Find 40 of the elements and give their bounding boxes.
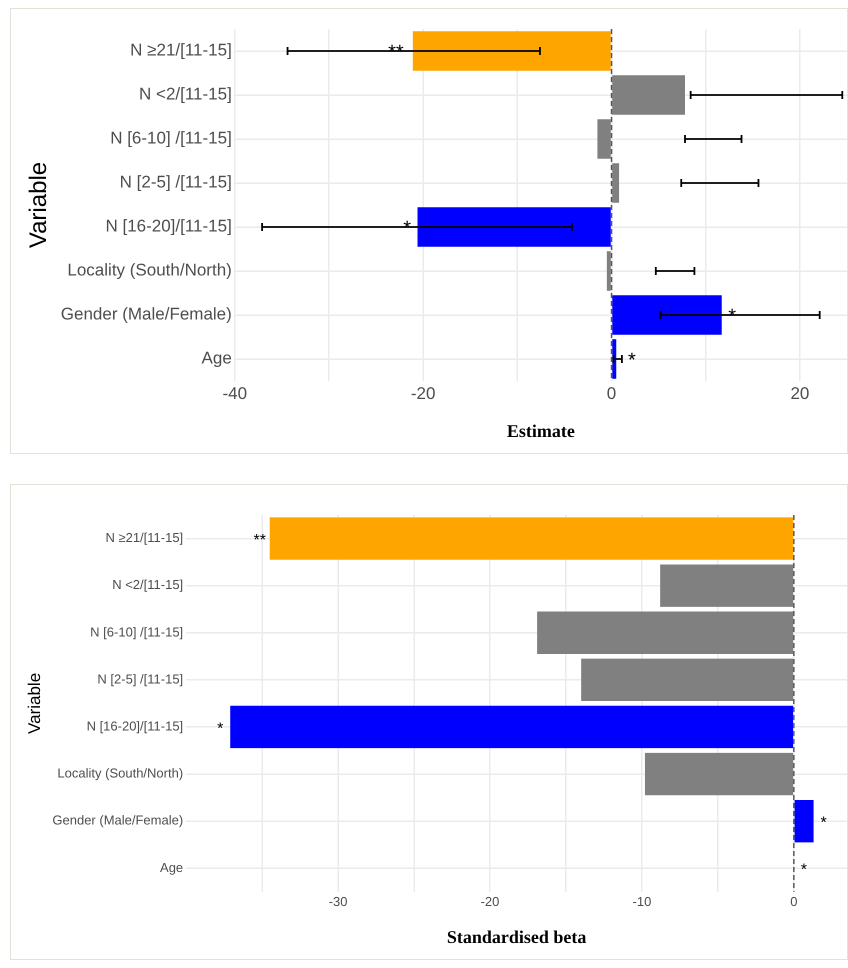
y-axis-title: Variable <box>24 672 44 734</box>
y-tick-label: N [16-20]/[11-15] <box>86 718 184 734</box>
y-tick-label: N [2-5] /[11-15] <box>120 172 232 192</box>
x-tick-label: -20 <box>480 894 500 910</box>
y-tick-label: N <2/[11-15] <box>112 577 184 592</box>
y-tick-label: Age <box>160 860 184 875</box>
y-tick-label: N [6-10] /[11-15] <box>90 624 184 640</box>
y-tick-label: Locality (South/North) <box>67 260 232 280</box>
y-tick-label: N [16-20]/[11-15] <box>105 216 232 236</box>
x-tick-label: 0 <box>790 894 798 910</box>
y-tick-label: Age <box>202 348 232 368</box>
x-tick-label: -10 <box>632 894 652 910</box>
bar <box>612 295 722 335</box>
annotation: * <box>820 814 827 832</box>
bar <box>597 119 611 159</box>
x-axis-title: Standardised beta <box>446 926 586 947</box>
x-tick-label: -30 <box>328 894 348 910</box>
annotation: * <box>800 862 807 879</box>
x-tick-label: 20 <box>790 384 810 403</box>
x-tick-label: 0 <box>606 384 616 403</box>
y-tick-label: N [2-5] /[11-15] <box>97 671 184 686</box>
annotation: * <box>628 350 636 372</box>
y-tick-label: Locality (South/North) <box>57 766 184 781</box>
y-axis-title: Variable <box>25 162 52 248</box>
x-axis-title: Estimate <box>506 420 575 441</box>
y-tick-label: N [6-10] /[11-15] <box>110 128 232 148</box>
bar <box>612 163 620 203</box>
bar <box>412 31 611 71</box>
x-tick-label: -20 <box>410 384 436 403</box>
annotation: * <box>217 720 224 738</box>
bar <box>418 207 611 247</box>
y-tick-label: N ≥21/[11-15] <box>130 40 232 60</box>
bar <box>606 251 611 291</box>
y-tick-label: N ≥21/[11-15] <box>105 530 184 546</box>
x-tick-label: -40 <box>222 384 248 403</box>
y-tick-label: Gender (Male/Female) <box>60 304 232 324</box>
y-tick-label: Gender (Male/Female) <box>52 812 184 828</box>
bar <box>612 75 686 115</box>
y-tick-label: N <2/[11-15] <box>139 84 232 104</box>
annotation: ** <box>253 532 266 549</box>
